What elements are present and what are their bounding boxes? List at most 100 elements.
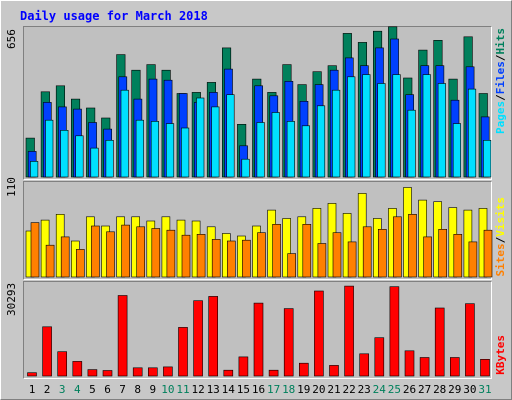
bar-kbytes-day-30 <box>465 303 475 377</box>
x-tick-day-11: 11 <box>176 383 189 396</box>
bar-pages-day-24 <box>377 83 386 178</box>
bar-sites-day-28 <box>438 229 448 278</box>
bar-sites-day-7 <box>121 224 130 278</box>
bar-sites-day-1 <box>30 222 40 278</box>
bar-kbytes-day-25 <box>389 286 400 377</box>
bar-sites-day-14 <box>227 240 236 278</box>
bar-sites-day-2 <box>45 244 55 278</box>
bar-pages-day-18 <box>286 121 295 178</box>
bar-kbytes-day-26 <box>404 350 415 377</box>
bar-pages-day-11 <box>181 127 190 178</box>
bar-sites-day-31 <box>483 229 493 278</box>
bar-pages-day-6 <box>105 140 114 178</box>
x-tick-day-30: 30 <box>463 383 476 396</box>
x-tick-day-4: 4 <box>74 383 81 396</box>
bar-sites-day-13 <box>211 239 221 278</box>
bar-sites-day-5 <box>91 225 100 278</box>
x-tick-day-10: 10 <box>161 383 174 396</box>
x-tick-day-7: 7 <box>119 383 126 396</box>
bar-pages-day-20 <box>316 105 326 178</box>
bar-kbytes-day-4 <box>72 361 83 377</box>
bar-kbytes-day-28 <box>434 307 445 377</box>
bar-sites-day-10 <box>166 229 176 278</box>
bar-sites-day-23 <box>362 226 372 278</box>
bar-kbytes-day-14 <box>223 369 234 377</box>
bar-pages-day-3 <box>60 130 69 178</box>
x-tick-day-3: 3 <box>59 383 66 396</box>
bar-pages-day-19 <box>301 125 311 178</box>
x-tick-day-29: 29 <box>448 383 461 396</box>
bar-pages-day-23 <box>362 74 371 178</box>
bar-kbytes-day-7 <box>117 295 128 377</box>
bar-sites-day-26 <box>408 214 417 278</box>
bar-pages-day-28 <box>437 83 446 178</box>
bar-sites-day-30 <box>468 241 478 278</box>
x-tick-day-17: 17 <box>267 383 280 396</box>
bar-pages-day-31 <box>483 140 492 178</box>
bar-pages-day-5 <box>90 147 99 178</box>
bar-pages-day-14 <box>226 94 235 178</box>
x-tick-day-31: 31 <box>478 383 491 396</box>
x-tick-day-16: 16 <box>252 383 265 396</box>
bar-sites-day-25 <box>393 216 402 278</box>
x-tick-day-26: 26 <box>403 383 416 396</box>
bar-pages-day-9 <box>150 121 159 178</box>
bar-kbytes-day-8 <box>132 367 143 377</box>
bar-sites-day-24 <box>377 229 387 278</box>
x-tick-day-22: 22 <box>342 383 355 396</box>
bar-sites-day-6 <box>106 231 115 278</box>
bar-sites-day-19 <box>302 224 312 278</box>
x-tick-day-12: 12 <box>191 383 204 396</box>
bar-sites-day-29 <box>453 234 463 278</box>
bar-kbytes-day-5 <box>87 369 98 377</box>
bar-pages-day-1 <box>30 161 39 178</box>
bar-kbytes-day-16 <box>253 302 264 377</box>
bar-kbytes-day-27 <box>419 357 430 377</box>
bar-kbytes-day-20 <box>314 290 324 377</box>
bar-sites-day-15 <box>242 239 251 278</box>
bar-pages-day-17 <box>271 112 280 178</box>
x-tick-day-13: 13 <box>207 383 220 396</box>
bar-sites-day-20 <box>317 243 327 278</box>
bar-sites-day-8 <box>136 226 145 278</box>
bar-sites-day-17 <box>272 224 281 278</box>
bar-kbytes-day-10 <box>163 366 173 377</box>
bar-pages-day-2 <box>45 119 54 178</box>
bar-sites-day-16 <box>257 232 266 278</box>
bar-pages-day-27 <box>422 74 431 178</box>
x-tick-day-14: 14 <box>222 383 236 396</box>
x-tick-day-24: 24 <box>373 383 387 396</box>
x-tick-day-21: 21 <box>327 383 340 396</box>
bar-kbytes-day-6 <box>102 370 113 377</box>
bar-sites-day-27 <box>423 236 432 278</box>
x-tick-day-28: 28 <box>433 383 446 396</box>
bar-pages-day-30 <box>467 88 477 178</box>
bar-kbytes-day-29 <box>449 357 460 377</box>
bar-sites-day-22 <box>347 241 357 278</box>
bar-sites-day-9 <box>151 228 161 278</box>
bar-pages-day-13 <box>211 106 220 178</box>
bar-kbytes-day-17 <box>268 369 279 377</box>
bar-kbytes-day-9 <box>148 367 158 377</box>
bar-sites-day-3 <box>60 236 70 278</box>
bar-sites-day-12 <box>196 234 206 278</box>
bar-kbytes-day-13 <box>208 296 218 377</box>
bar-sites-day-4 <box>76 249 85 278</box>
bar-sites-day-21 <box>332 232 342 278</box>
bar-kbytes-day-22 <box>344 285 354 377</box>
bar-sites-day-11 <box>181 234 191 278</box>
bar-kbytes-day-18 <box>283 308 294 377</box>
bar-pages-day-21 <box>332 89 341 178</box>
x-tick-day-18: 18 <box>282 383 295 396</box>
bar-pages-day-12 <box>196 97 205 178</box>
bar-pages-day-4 <box>75 135 84 178</box>
x-tick-day-25: 25 <box>388 383 401 396</box>
bar-kbytes-day-15 <box>238 356 249 377</box>
bar-pages-day-26 <box>407 109 416 178</box>
bar-pages-day-25 <box>392 74 401 178</box>
bar-kbytes-day-19 <box>298 362 309 377</box>
bar-pages-day-10 <box>166 123 175 178</box>
x-tick-day-27: 27 <box>418 383 431 396</box>
